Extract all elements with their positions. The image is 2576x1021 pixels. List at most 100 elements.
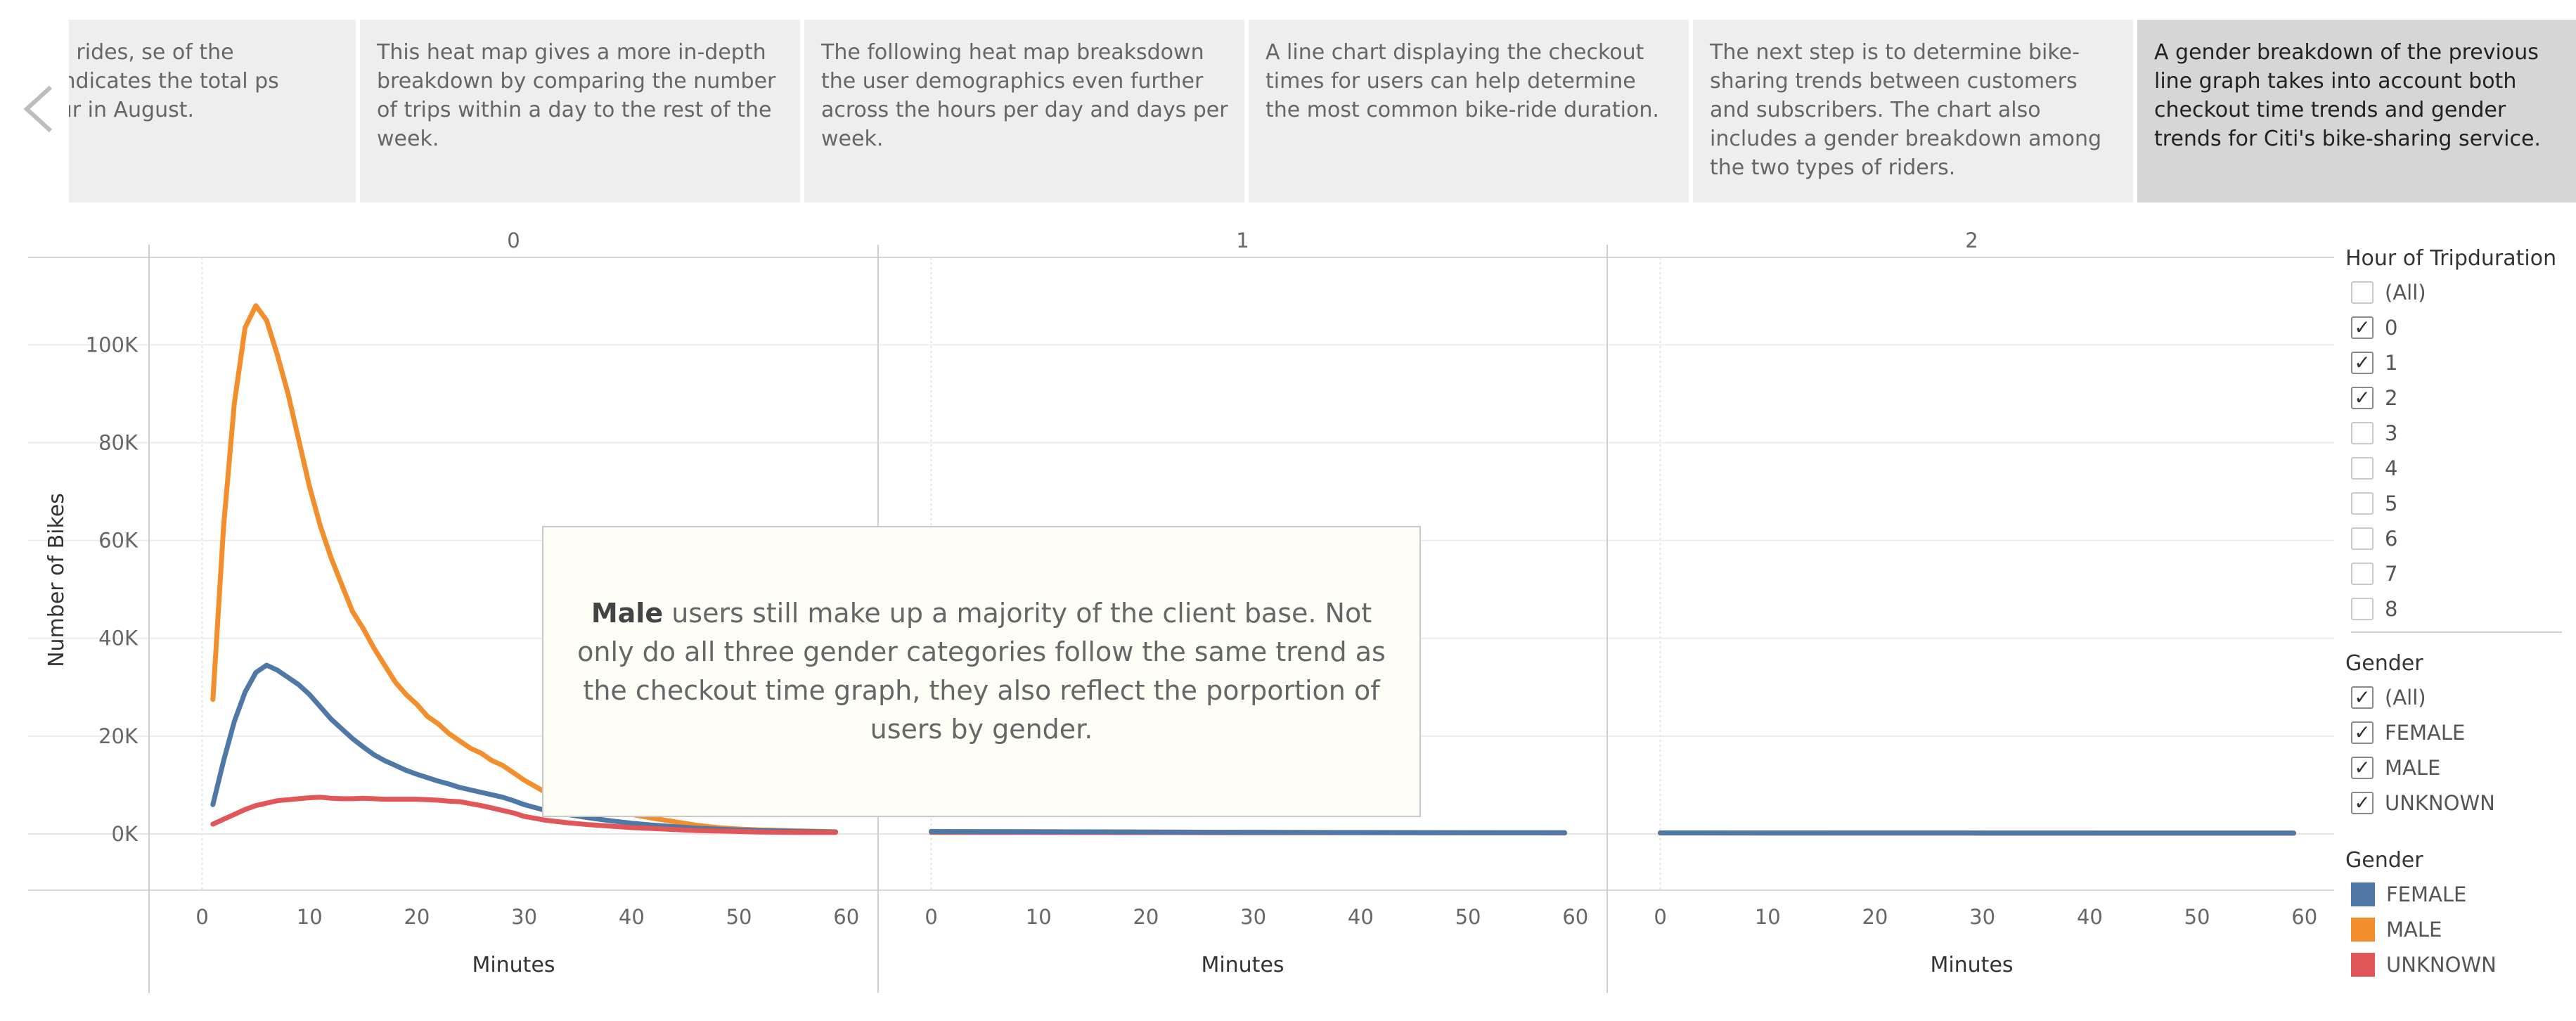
y-tick-label: 40K bbox=[98, 627, 139, 650]
gender-filter-option-2[interactable]: ✓ MALE bbox=[2351, 754, 2440, 782]
legend-item-male[interactable]: MALE bbox=[2351, 916, 2442, 944]
hour-filter-option-3[interactable]: ✓ 2 bbox=[2351, 384, 2397, 412]
hour-filter-title: Hour of Tripduration bbox=[2345, 246, 2557, 271]
x-tick-label: 60 bbox=[2291, 905, 2317, 929]
x-tick-label: 30 bbox=[1969, 905, 1995, 929]
x-axis-title: Minutes bbox=[1930, 953, 2013, 977]
legend-swatch bbox=[2351, 953, 2375, 977]
story-point-caption: A line chart displaying the checkout tim… bbox=[1266, 40, 1659, 122]
y-tick-label: 60K bbox=[98, 529, 139, 553]
x-tick-label: 30 bbox=[1240, 905, 1266, 929]
checkbox-unchecked-icon[interactable] bbox=[2351, 422, 2374, 444]
y-axis-title: Number of Bikes bbox=[44, 493, 69, 667]
panel-header-label: 1 bbox=[1236, 229, 1249, 252]
series-line-unknown-panel-0 bbox=[210, 795, 838, 835]
story-point-4[interactable]: A line chart displaying the checkout tim… bbox=[1249, 20, 1689, 203]
hour-filter-option-label: 3 bbox=[2385, 421, 2398, 445]
checkbox-checked-icon[interactable]: ✓ bbox=[2351, 721, 2374, 744]
x-tick-label: 40 bbox=[1348, 905, 1374, 929]
checkbox-unchecked-icon[interactable] bbox=[2351, 598, 2374, 620]
y-tick-label: 100K bbox=[86, 333, 139, 357]
checkbox-checked-icon[interactable]: ✓ bbox=[2351, 792, 2374, 814]
series-line-male-panel-0 bbox=[210, 303, 838, 835]
hour-filter-option-label: 6 bbox=[2385, 527, 2398, 551]
y-tick-label: 20K bbox=[98, 724, 139, 748]
checkbox-checked-icon[interactable]: ✓ bbox=[2351, 352, 2374, 374]
x-tick-label: 50 bbox=[1455, 905, 1481, 929]
story-point-6-active[interactable]: A gender breakdown of the previous line … bbox=[2137, 20, 2576, 203]
gender-filter-title: Gender bbox=[2345, 651, 2423, 676]
panel-header-label: 0 bbox=[507, 229, 520, 252]
hour-filter-option-label: 7 bbox=[2385, 562, 2398, 586]
x-axis-title: Minutes bbox=[472, 953, 555, 977]
annotation-body: users still make up a majority of the cl… bbox=[577, 598, 1386, 745]
annotation-text: Male users still make up a majority of t… bbox=[565, 594, 1398, 749]
hour-filter-option-4[interactable]: 3 bbox=[2351, 419, 2397, 447]
hour-filter-option-label: 0 bbox=[2385, 316, 2398, 340]
x-axis-title: Minutes bbox=[1201, 953, 1284, 977]
hour-filter-option-8[interactable]: 7 bbox=[2351, 560, 2397, 588]
legend-label: UNKNOWN bbox=[2386, 953, 2497, 977]
legend-label: MALE bbox=[2386, 918, 2442, 942]
story-point-3[interactable]: The following heat map breaksdown the us… bbox=[804, 20, 1244, 203]
x-tick-label: 50 bbox=[726, 905, 752, 929]
hour-filter-option-label: 8 bbox=[2385, 597, 2398, 621]
gender-filter-option-0[interactable]: ✓ (All) bbox=[2351, 683, 2426, 712]
x-tick-label: 60 bbox=[1562, 905, 1588, 929]
legend-swatch bbox=[2351, 882, 2375, 906]
gender-filter-option-1[interactable]: ✓ FEMALE bbox=[2351, 719, 2465, 747]
story-point-1[interactable]: perfect time for bike rides, se of the c… bbox=[69, 20, 356, 203]
x-tick-label: 10 bbox=[1755, 905, 1781, 929]
checkbox-checked-icon[interactable]: ✓ bbox=[2351, 387, 2374, 409]
chart-series bbox=[210, 303, 2296, 836]
legend-item-female[interactable]: FEMALE bbox=[2351, 880, 2466, 908]
legend-label: FEMALE bbox=[2386, 882, 2467, 906]
checkbox-unchecked-icon[interactable] bbox=[2351, 457, 2374, 480]
checkbox-unchecked-icon[interactable] bbox=[2351, 527, 2374, 550]
gender-filter-option-label: FEMALE bbox=[2385, 721, 2466, 745]
checkbox-checked-icon[interactable]: ✓ bbox=[2351, 316, 2374, 339]
hour-filter-option-7[interactable]: 6 bbox=[2351, 525, 2397, 553]
previous-story-button[interactable] bbox=[14, 77, 63, 141]
gender-filter-option-label: MALE bbox=[2385, 756, 2441, 780]
checkbox-unchecked-icon[interactable] bbox=[2351, 563, 2374, 585]
checkbox-checked-icon[interactable]: ✓ bbox=[2351, 686, 2374, 709]
checkbox-unchecked-icon[interactable] bbox=[2351, 492, 2374, 515]
checkbox-unchecked-icon[interactable] bbox=[2351, 281, 2374, 304]
checkbox-checked-icon[interactable]: ✓ bbox=[2351, 757, 2374, 779]
legend-item-unknown[interactable]: UNKNOWN bbox=[2351, 951, 2497, 979]
annotation-emphasis: Male bbox=[591, 598, 664, 629]
gender-filter-option-label: UNKNOWN bbox=[2385, 791, 2495, 815]
hour-filter-option-1[interactable]: ✓ 0 bbox=[2351, 314, 2397, 342]
hour-filter-option-label: 2 bbox=[2385, 386, 2398, 410]
y-tick-label: 0K bbox=[112, 822, 139, 846]
x-tick-label: 20 bbox=[404, 905, 430, 929]
x-tick-label: 40 bbox=[2077, 905, 2103, 929]
story-point-caption: The following heat map breaksdown the us… bbox=[821, 40, 1228, 151]
story-point-2[interactable]: This heat map gives a more in-depth brea… bbox=[360, 20, 800, 203]
x-tick-label: 50 bbox=[2184, 905, 2210, 929]
story-point-caption: perfect time for bike rides, se of the c… bbox=[69, 40, 279, 122]
hour-filter-option-5[interactable]: 4 bbox=[2351, 454, 2397, 482]
x-tick-label: 40 bbox=[619, 905, 645, 929]
hour-filter-option-label: (All) bbox=[2385, 281, 2426, 304]
y-tick-label: 80K bbox=[98, 430, 139, 454]
hour-filter-option-label: 5 bbox=[2385, 492, 2398, 515]
series-line-female-panel-1 bbox=[929, 829, 1567, 835]
hour-filter-option-9[interactable]: 8 bbox=[2351, 595, 2397, 623]
hour-filter-option-label: 1 bbox=[2385, 351, 2398, 375]
story-point-5[interactable]: The next step is to determine bike-shari… bbox=[1693, 20, 2133, 203]
x-tick-label: 30 bbox=[511, 905, 537, 929]
hour-filter-option-2[interactable]: ✓ 1 bbox=[2351, 349, 2397, 377]
gender-legend-title: Gender bbox=[2345, 848, 2423, 873]
hour-filter-option-6[interactable]: 5 bbox=[2351, 489, 2397, 518]
story-navigator: perfect time for bike rides, se of the c… bbox=[0, 0, 2576, 204]
hour-filter-option-label: 4 bbox=[2385, 456, 2398, 480]
chart-annotation: Male users still make up a majority of t… bbox=[542, 526, 1421, 817]
x-tick-label: 20 bbox=[1133, 905, 1159, 929]
x-tick-label: 10 bbox=[1026, 905, 1052, 929]
gender-filter-option-3[interactable]: ✓ UNKNOWN bbox=[2351, 789, 2495, 817]
x-tick-label: 10 bbox=[297, 905, 323, 929]
hour-filter-option-0[interactable]: (All) bbox=[2351, 278, 2426, 307]
